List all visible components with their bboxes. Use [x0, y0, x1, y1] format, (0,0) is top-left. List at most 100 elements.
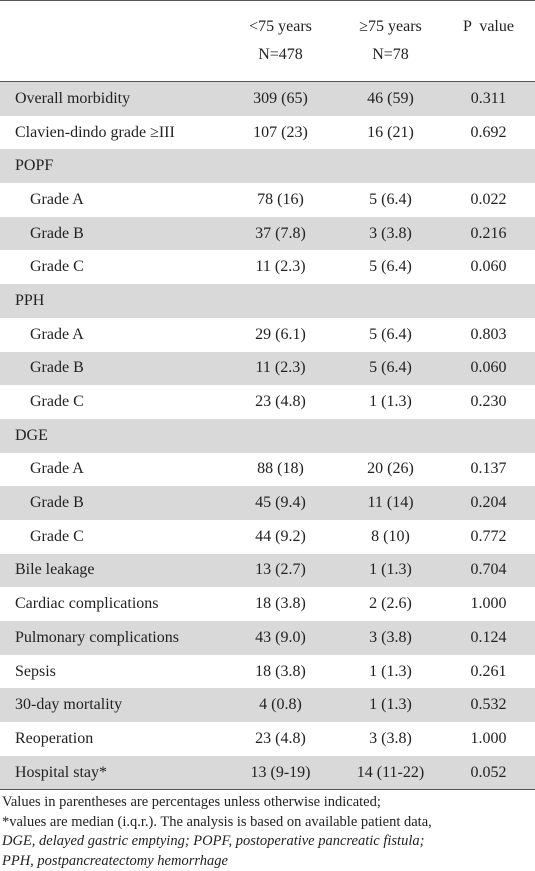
cell-p-value: 0.532: [442, 688, 535, 723]
cell-75-plus: 3 (3.8): [339, 621, 442, 655]
footnote-abbreviation-line: PPH, postpancreatectomy hemorrhage: [2, 852, 228, 869]
cell-under-75: 29 (6.1): [255, 325, 306, 343]
morbidity-table: <75 years N=478 ≥75 years N=78 P value O…: [0, 0, 535, 791]
cell-75-plus: 3 (3.8): [339, 216, 442, 251]
row-label: Overall morbidity: [0, 81, 222, 116]
row-label: Clavien-dindo grade ≥III: [15, 123, 175, 141]
table-row: Overall morbidity 309 (65) 46 (59) 0.311: [0, 81, 535, 116]
table-row: Grade A 29 (6.1) 5 (6.4) 0.803: [0, 318, 535, 352]
row-label: Reoperation: [15, 729, 94, 747]
cell-p-value: 0.261: [470, 662, 507, 680]
row-label: Grade A: [30, 190, 84, 208]
table-row: POPF: [0, 149, 535, 184]
cell-p-value: 0.204: [442, 486, 535, 520]
table-row: PPH: [0, 284, 535, 318]
row-label: Grade A: [30, 460, 84, 478]
header-75-plus: ≥75 years N=78: [339, 0, 442, 82]
header-p-value: P value: [442, 0, 535, 82]
cell-p-value: [442, 418, 535, 453]
cell-under-75: 45 (9.4): [222, 486, 339, 520]
header-under-75-label: <75 years: [249, 18, 312, 35]
header-under-75: <75 years N=478: [222, 0, 339, 82]
row-label: 30-day mortality: [0, 688, 222, 723]
row-label: Sepsis: [15, 662, 56, 680]
cell-under-75: [222, 149, 339, 184]
cell-under-75: 309 (65): [222, 81, 339, 116]
cell-under-75: 4 (0.8): [222, 688, 339, 723]
cell-75-plus: 14 (11-22): [339, 755, 442, 791]
header-under-75-n: N=478: [258, 46, 303, 63]
cell-75-plus: 5 (6.4): [369, 190, 412, 208]
cell-75-plus: 5 (6.4): [369, 325, 412, 343]
header-75-plus-n: N=78: [372, 46, 409, 63]
cell-p-value: 0.060: [442, 351, 535, 386]
table-row: Hospital stay* 13 (9-19) 14 (11-22) 0.05…: [0, 755, 535, 791]
table-row: Bile leakage 13 (2.7) 1 (1.3) 0.704: [0, 553, 535, 588]
cell-p-value: 0.692: [470, 123, 507, 141]
cell-under-75: 18 (3.8): [255, 595, 306, 613]
cell-75-plus: 1 (1.3): [369, 662, 412, 680]
cell-p-value: 0.137: [470, 460, 507, 478]
cell-under-75: 107 (23): [253, 123, 308, 141]
cell-p-value: 0.230: [470, 393, 507, 411]
table-row: Clavien-dindo grade ≥III 107 (23) 16 (21…: [0, 116, 535, 150]
cell-under-75: 18 (3.8): [255, 662, 306, 680]
cell-under-75: [222, 418, 339, 453]
cell-75-plus: 1 (1.3): [339, 688, 442, 723]
cell-under-75: 44 (9.2): [255, 527, 306, 545]
table-row: Grade A 78 (16) 5 (6.4) 0.022: [0, 183, 535, 217]
row-label: Grade B: [0, 216, 222, 251]
cell-p-value: 0.803: [470, 325, 507, 343]
cell-75-plus: 5 (6.4): [369, 258, 412, 276]
header-row: <75 years N=478 ≥75 years N=78 P value: [0, 0, 535, 82]
table-header: <75 years N=478 ≥75 years N=78 P value: [0, 0, 535, 82]
cell-under-75: 11 (2.3): [255, 258, 306, 276]
cell-under-75: [222, 284, 339, 318]
row-label: Grade B: [0, 486, 222, 520]
cell-p-value: 1.000: [470, 595, 507, 613]
footnote-abbreviation-line: DGE, delayed gastric emptying; POPF, pos…: [2, 833, 425, 850]
row-label: Hospital stay*: [0, 755, 222, 791]
cell-75-plus: [339, 418, 442, 453]
row-label: Pulmonary complications: [0, 621, 222, 655]
cell-75-plus: 20 (26): [367, 460, 414, 478]
header-blank: [0, 0, 222, 82]
cell-75-plus: 8 (10): [371, 527, 410, 545]
row-label: Grade C: [30, 393, 84, 411]
cell-p-value: 1.000: [470, 729, 507, 747]
table-row: Grade B 11 (2.3) 5 (6.4) 0.060: [0, 351, 535, 386]
row-label: Bile leakage: [0, 553, 222, 588]
table-body: Overall morbidity 309 (65) 46 (59) 0.311…: [0, 81, 535, 791]
cell-under-75: 88 (18): [257, 460, 304, 478]
cell-under-75: 13 (2.7): [222, 553, 339, 588]
table-row: Reoperation 23 (4.8) 3 (3.8) 1.000: [0, 722, 535, 756]
cell-75-plus: 1 (1.3): [339, 553, 442, 588]
row-label: Grade C: [30, 527, 84, 545]
header-p-value-label: P value: [463, 18, 514, 35]
cell-under-75: 11 (2.3): [222, 351, 339, 386]
cell-under-75: 37 (7.8): [222, 216, 339, 251]
table-row: DGE: [0, 418, 535, 453]
cell-75-plus: 3 (3.8): [369, 729, 412, 747]
table-row: Sepsis 18 (3.8) 1 (1.3) 0.261: [0, 655, 535, 689]
cell-under-75: 23 (4.8): [255, 393, 306, 411]
cell-p-value: [442, 149, 535, 184]
table-row: Grade C 44 (9.2) 8 (10) 0.772: [0, 520, 535, 554]
cell-p-value: 0.311: [442, 81, 535, 116]
cell-under-75: 43 (9.0): [222, 621, 339, 655]
header-75-plus-label: ≥75 years: [359, 18, 422, 35]
cell-75-plus: [339, 284, 442, 318]
cell-75-plus: 1 (1.3): [369, 393, 412, 411]
cell-p-value: 0.052: [442, 755, 535, 791]
cell-75-plus: 2 (2.6): [369, 595, 412, 613]
footnote-line: *values are median (i.q.r.). The analysi…: [2, 813, 432, 830]
cell-p-value: [442, 284, 535, 318]
table-row: Grade B 45 (9.4) 11 (14) 0.204: [0, 486, 535, 520]
row-label: Cardiac complications: [15, 595, 159, 613]
row-label: PPH: [0, 284, 222, 318]
cell-75-plus: [339, 149, 442, 184]
row-label: Grade B: [0, 351, 222, 386]
cell-75-plus: 5 (6.4): [339, 351, 442, 386]
table-row: Cardiac complications 18 (3.8) 2 (2.6) 1…: [0, 587, 535, 621]
